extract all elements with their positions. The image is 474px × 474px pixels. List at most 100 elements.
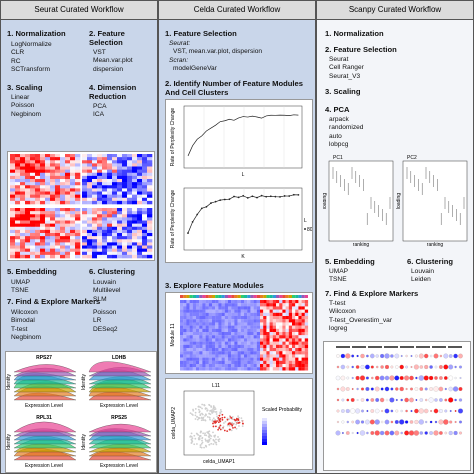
legend-swatch	[262, 430, 267, 433]
heat-cell	[279, 335, 283, 339]
heat-cell	[247, 325, 251, 329]
heat-cell	[65, 236, 71, 240]
cell-point	[230, 429, 233, 432]
heat-cell	[231, 351, 235, 355]
dot	[458, 387, 463, 391]
heat-cell	[192, 367, 197, 371]
heat-cell	[132, 233, 138, 237]
heat-cell	[304, 300, 309, 304]
dot	[414, 408, 419, 414]
heat-cell	[45, 239, 51, 243]
heat-cell	[189, 316, 193, 320]
heat-cell	[117, 211, 123, 215]
dot	[419, 365, 424, 369]
heat-cell	[263, 322, 267, 326]
heat-cell	[142, 220, 148, 224]
heat-cell	[221, 338, 225, 342]
heat-cell	[70, 226, 76, 231]
dot	[424, 431, 428, 435]
heat-cell	[279, 306, 283, 310]
dot	[449, 410, 452, 412]
heat-cell	[301, 319, 305, 323]
heat-cell	[208, 364, 213, 368]
cell-point	[191, 437, 194, 440]
heat-cell	[224, 300, 229, 304]
cell-point	[214, 418, 217, 421]
dot	[405, 409, 408, 413]
cell-point	[226, 424, 229, 427]
heat-cell	[234, 348, 238, 352]
cell-point	[219, 409, 222, 411]
heat-cell	[208, 332, 213, 336]
heat-cell	[132, 172, 138, 177]
heat-cell	[10, 166, 16, 170]
heat-cell	[132, 251, 138, 256]
heat-cell	[228, 364, 232, 368]
dot	[443, 364, 449, 370]
heat-cell	[40, 188, 46, 192]
heat-cell	[92, 251, 98, 256]
heat-cell	[132, 194, 138, 199]
dot	[399, 386, 404, 392]
heat-cell	[25, 208, 31, 212]
heat-cell	[35, 217, 41, 221]
heat-cell	[180, 332, 184, 336]
heat-cell	[10, 242, 16, 246]
cell-point	[210, 405, 212, 408]
heat-cell	[60, 220, 66, 224]
dot	[404, 375, 410, 381]
heat-cell	[137, 185, 143, 189]
heat-cell	[199, 332, 203, 336]
heat-cell	[87, 239, 93, 243]
heat-cell	[40, 251, 46, 256]
heat-cell	[127, 194, 133, 199]
heat-cell	[137, 172, 143, 177]
heat-cell	[35, 242, 41, 246]
heat-cell	[112, 163, 118, 167]
heat-cell	[55, 172, 61, 177]
heat-cell	[65, 239, 71, 243]
heat-cell	[102, 242, 108, 246]
heat-cell	[234, 300, 238, 304]
heat-cell	[260, 325, 264, 329]
heat-cell	[87, 233, 93, 237]
heat-cell	[250, 354, 254, 358]
heat-cell	[240, 357, 245, 361]
heat-cell	[102, 185, 108, 189]
heat-cell	[221, 316, 225, 320]
cell-bar	[237, 295, 241, 298]
heat-cell	[97, 242, 103, 246]
heat-cell	[279, 300, 283, 304]
heat-cell	[70, 169, 76, 174]
heat-cell	[295, 300, 299, 304]
heat-cell	[186, 351, 190, 355]
group-bar	[416, 346, 430, 348]
list-item: randomized	[329, 124, 364, 132]
heat-cell	[279, 312, 283, 317]
dot	[390, 354, 394, 358]
heat-cell	[147, 245, 153, 249]
heat-cell	[192, 348, 197, 352]
heat-cell	[224, 367, 229, 371]
heat-cell	[304, 344, 309, 349]
heat-cell	[142, 169, 148, 174]
heat-cell	[228, 316, 232, 320]
list-item: Bimodal	[11, 317, 35, 325]
heat-cell	[92, 169, 98, 174]
dot	[459, 431, 462, 435]
list: T-test Wilcoxon T-test_Overestim_var logreg	[329, 300, 392, 334]
heat-cell	[45, 154, 51, 158]
heat-cell	[215, 335, 219, 339]
heat-cell	[285, 306, 289, 310]
heat-cell	[87, 226, 93, 231]
heat-cell	[20, 248, 26, 253]
heat-cell	[282, 325, 286, 329]
heat-cell	[75, 229, 81, 234]
heat-cell	[282, 332, 286, 336]
heat-cell	[40, 220, 46, 224]
heat-cell	[237, 354, 241, 358]
heat-cell	[10, 163, 16, 167]
heat-cell	[82, 200, 88, 205]
heat-cell	[292, 306, 296, 310]
heat-cell	[127, 179, 133, 183]
